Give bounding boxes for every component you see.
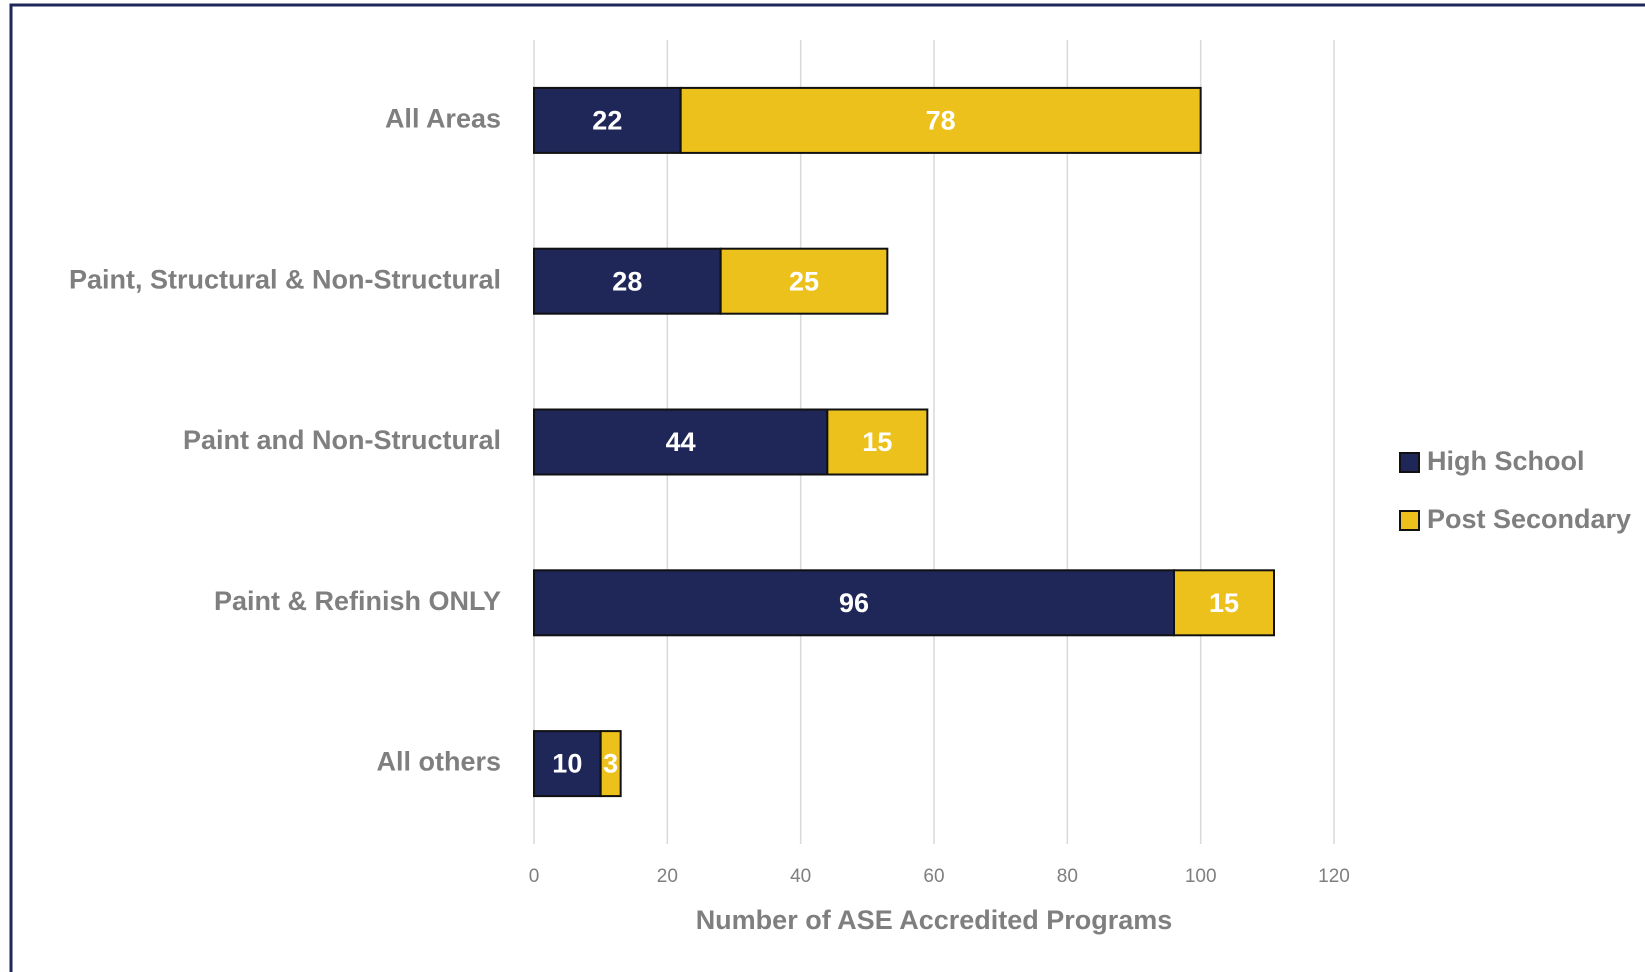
bar: [533, 408, 829, 476]
data-label: 15: [862, 427, 892, 457]
data-label: 15: [1209, 588, 1239, 618]
data-label: 25: [789, 266, 819, 296]
data-label: 10: [552, 749, 582, 779]
y-tick-label: Paint and Non-Structural: [183, 425, 501, 455]
x-tick-label: 120: [1318, 866, 1350, 887]
bar: [1173, 569, 1275, 637]
bar: [599, 730, 622, 798]
x-axis-title: Number of ASE Accredited Programs: [696, 905, 1173, 935]
bar: [719, 247, 889, 315]
bar: [533, 247, 722, 315]
legend-swatch: [1399, 510, 1420, 531]
bar: [679, 86, 1202, 154]
bar: [826, 408, 929, 476]
y-tick-label: Paint & Refinish ONLY: [214, 586, 501, 616]
data-label: 28: [612, 266, 642, 296]
legend-label: High School: [1427, 446, 1585, 476]
y-tick-label: All Areas: [385, 104, 501, 134]
y-tick-label: Paint, Structural & Non-Structural: [69, 264, 501, 294]
x-tick-label: 20: [657, 866, 678, 887]
data-label: 22: [592, 106, 622, 136]
x-tick-label: 40: [790, 866, 811, 887]
x-tick-label: 100: [1185, 866, 1217, 887]
legend-label: Post Secondary: [1427, 504, 1631, 534]
x-tick-label: 80: [1057, 866, 1078, 887]
data-label: 96: [839, 588, 869, 618]
data-label: 3: [603, 749, 618, 779]
data-label: 78: [926, 106, 956, 136]
legend-swatch: [1399, 452, 1420, 473]
x-tick-label: 60: [923, 866, 944, 887]
frame: [9, 3, 1645, 972]
bar: [533, 569, 1175, 637]
y-tick-label: All others: [376, 747, 501, 777]
x-tick-label: 0: [529, 866, 540, 887]
data-label: 44: [666, 427, 696, 457]
